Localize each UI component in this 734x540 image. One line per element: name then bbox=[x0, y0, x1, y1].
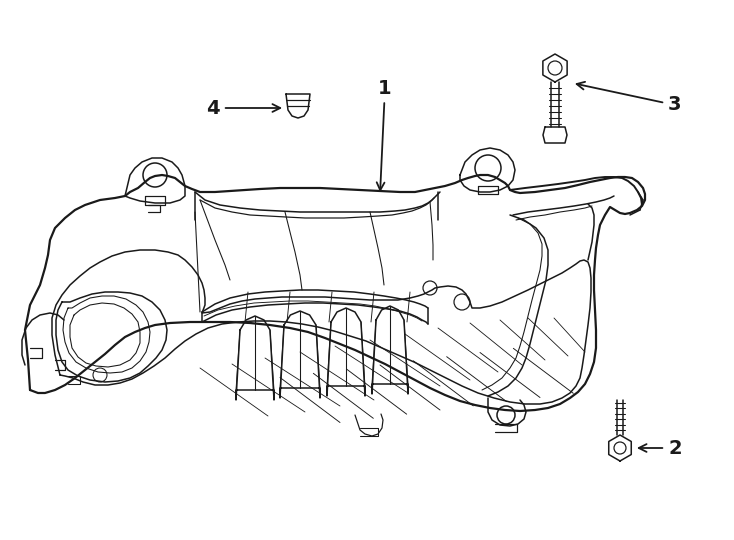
Text: 4: 4 bbox=[206, 98, 280, 118]
Text: 3: 3 bbox=[577, 82, 681, 114]
Text: 2: 2 bbox=[639, 438, 682, 457]
Text: 1: 1 bbox=[377, 78, 392, 190]
